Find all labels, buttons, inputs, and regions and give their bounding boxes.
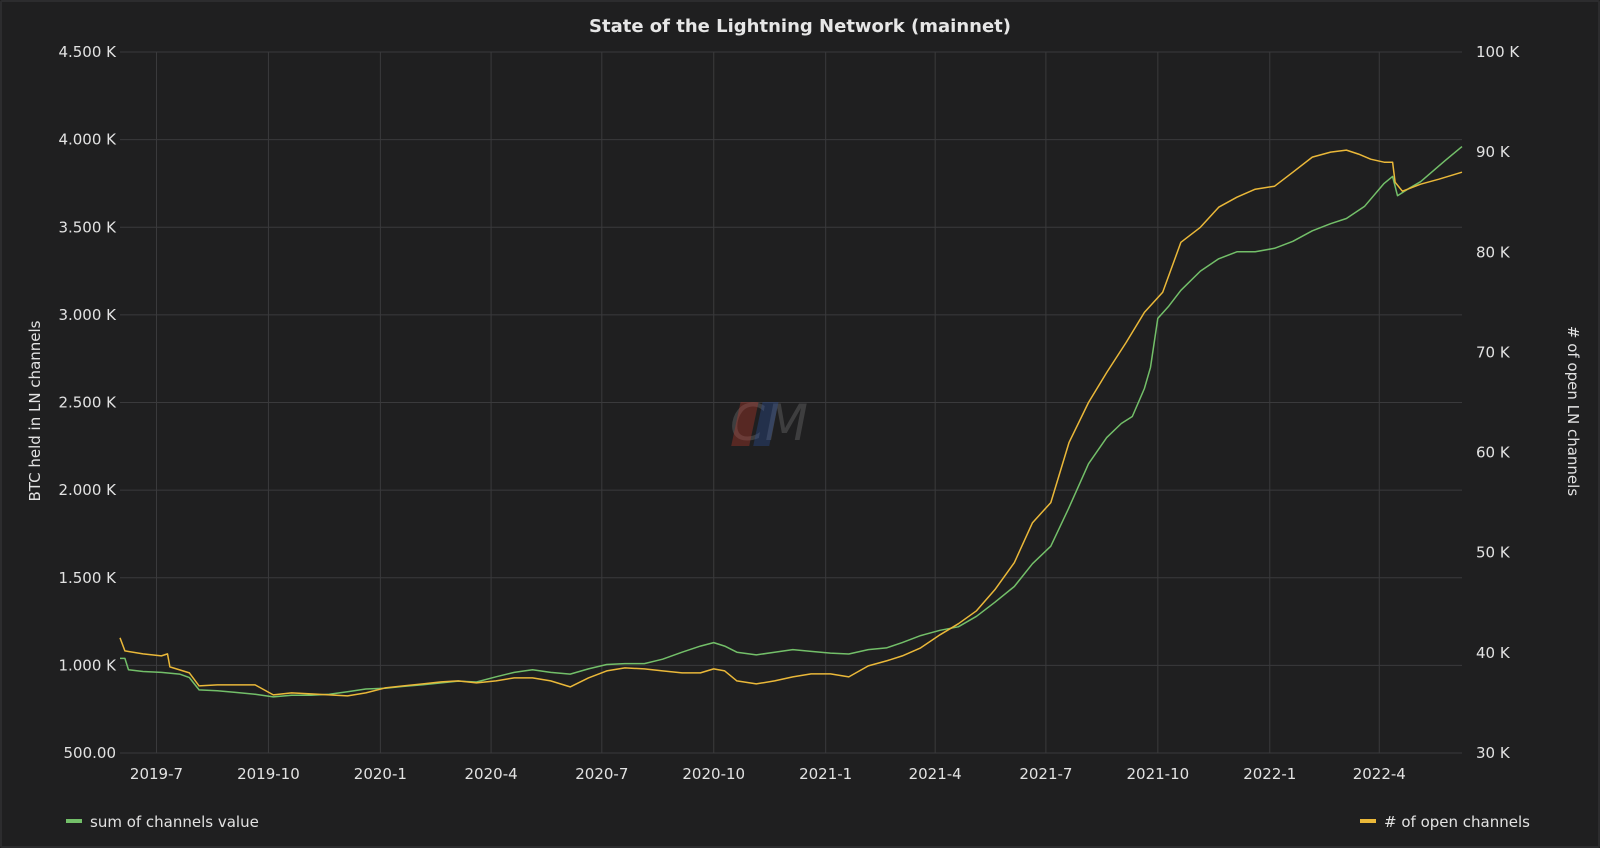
x-tick-label: 2020-10 <box>682 765 745 783</box>
y-axis-right: 30 K 40 K 50 K 60 K 70 K 80 K 90 K 100 K <box>1476 43 1520 762</box>
x-tick-label: 2021-7 <box>1019 765 1072 783</box>
series-lines <box>119 146 1463 698</box>
legend-swatch <box>66 819 82 823</box>
x-tick-label: 2019-10 <box>237 765 300 783</box>
legend-item-sum-of-channels-value[interactable]: sum of channels value <box>66 813 259 831</box>
y-left-tick-label: 4.000 K <box>58 131 117 149</box>
y-left-tick-label: 1.500 K <box>58 569 117 587</box>
x-tick-label: 2022-4 <box>1353 765 1406 783</box>
watermark-logo-blue <box>753 402 779 446</box>
y-left-tick-label: 500.00 <box>64 744 117 762</box>
watermark-logo: CM <box>730 394 808 452</box>
watermark-logo-red <box>731 402 759 446</box>
y-left-tick-label: 1.000 K <box>58 656 117 674</box>
y-axis-right-label: # of open LN channels <box>1564 326 1582 496</box>
y-right-tick-label: 70 K <box>1476 343 1511 361</box>
y-right-tick-label: 40 K <box>1476 644 1511 662</box>
x-tick-label: 2022-1 <box>1243 765 1296 783</box>
x-tick-label: 2019-7 <box>130 765 183 783</box>
y-left-tick-label: 2.000 K <box>58 481 117 499</box>
y-right-tick-label: 60 K <box>1476 444 1511 462</box>
y-right-tick-label: 100 K <box>1476 43 1520 61</box>
x-axis: 2019-7 2019-10 2020-1 2020-4 2020-7 2020-10 20… <box>130 765 1406 783</box>
legend-item-open-channels[interactable]: # of open channels <box>1360 813 1530 831</box>
y-left-tick-label: 2.500 K <box>58 394 117 412</box>
x-tick-label: 2021-1 <box>799 765 852 783</box>
y-left-tick-label: 3.000 K <box>58 306 117 324</box>
series-line-open-channels <box>119 149 1463 697</box>
chart-title: State of the Lightning Network (mainnet) <box>589 16 1011 37</box>
legend-swatch <box>1360 819 1376 823</box>
y-right-tick-label: 50 K <box>1476 544 1511 562</box>
x-tick-label: 2020-4 <box>465 765 518 783</box>
grid-lines <box>120 51 1462 754</box>
x-tick-label: 2021-4 <box>909 765 962 783</box>
legend-label: # of open channels <box>1384 813 1530 831</box>
y-right-tick-label: 30 K <box>1476 744 1511 762</box>
y-right-tick-label: 90 K <box>1476 143 1511 161</box>
x-tick-label: 2021-10 <box>1126 765 1189 783</box>
y-axis-left-label: BTC held in LN channels <box>26 320 44 501</box>
y-right-tick-label: 80 K <box>1476 243 1511 261</box>
legend-label: sum of channels value <box>90 813 259 831</box>
y-axis-left: 500.00 1.000 K 1.500 K 2.000 K 2.500 K 3.000 … <box>58 43 117 762</box>
y-left-tick-label: 4.500 K <box>58 43 117 61</box>
y-left-tick-label: 3.500 K <box>58 218 117 236</box>
x-tick-label: 2020-1 <box>354 765 407 783</box>
x-tick-label: 2020-7 <box>575 765 628 783</box>
legend: sum of channels value # of open channels <box>66 813 1530 831</box>
